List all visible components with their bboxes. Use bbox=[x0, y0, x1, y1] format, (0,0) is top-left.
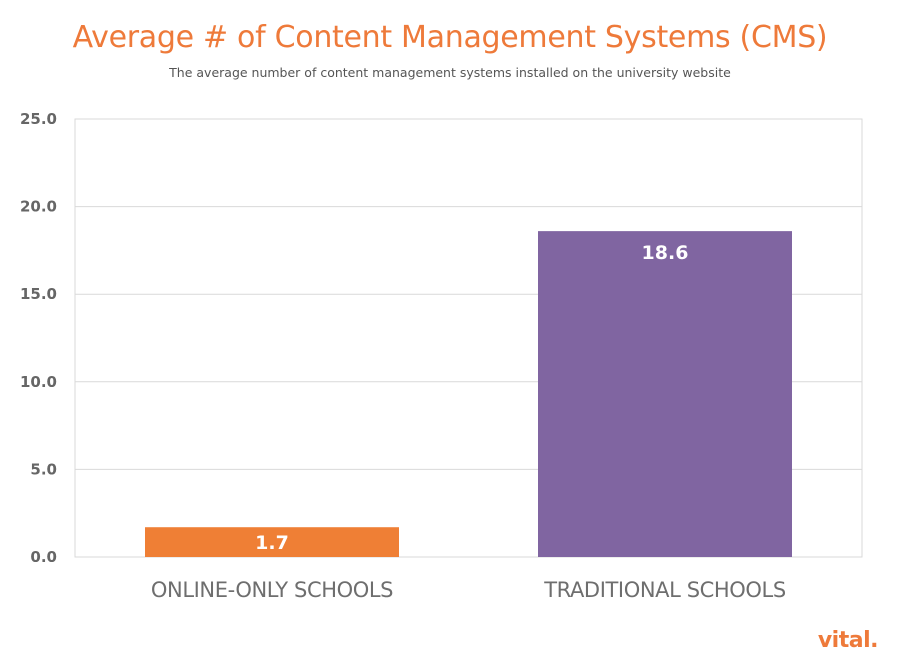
y-tick-label: 5.0 bbox=[30, 460, 57, 478]
y-tick-label: 25.0 bbox=[20, 110, 57, 128]
category-label: ONLINE-ONLY SCHOOLS bbox=[151, 578, 393, 602]
vital-logo: vital. bbox=[817, 628, 879, 653]
chart-title: Average # of Content Management Systems … bbox=[72, 20, 828, 55]
chart-subtitle: The average number of content management… bbox=[169, 65, 731, 80]
bar-chart: 0.0 5.0 10.0 15.0 20.0 25.0 1.7 ONLINE-ONLY SCH… bbox=[20, 110, 863, 602]
y-tick-label: 10.0 bbox=[20, 373, 57, 391]
y-tick-label: 20.0 bbox=[20, 198, 57, 216]
bar-1 bbox=[538, 231, 792, 558]
category-label: TRADITIONAL SCHOOLS bbox=[543, 578, 786, 602]
bar-0 bbox=[145, 527, 399, 557]
y-tick-label: 15.0 bbox=[20, 285, 57, 303]
data-label: 1.7 bbox=[255, 532, 289, 554]
y-tick-label: 0.0 bbox=[30, 548, 57, 566]
data-label: 18.6 bbox=[642, 242, 689, 264]
